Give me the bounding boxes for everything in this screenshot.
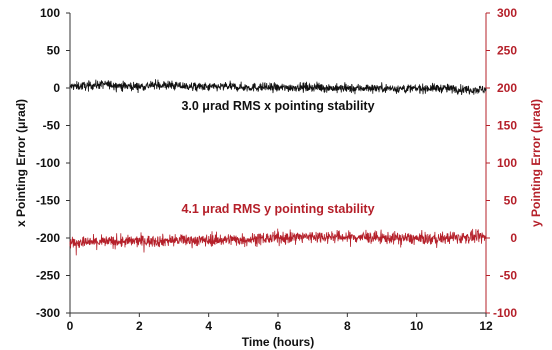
series-point [277, 237, 279, 239]
x-axis-label: Time (hours) [242, 335, 314, 349]
series-point [450, 237, 452, 239]
series-point [121, 85, 123, 87]
left-y-tick-label: -100 [36, 156, 60, 170]
series-point [398, 88, 400, 90]
x-tick-label: 6 [275, 319, 282, 333]
series-point [121, 241, 123, 243]
series-point [312, 235, 314, 238]
x-tick-label: 4 [205, 319, 212, 333]
series-point [398, 237, 400, 239]
series-point [190, 85, 192, 88]
right-y-tick-label: 50 [504, 194, 518, 208]
series-point [468, 236, 470, 238]
left-y-tick-label: 100 [40, 6, 60, 20]
right-y-tick-label: -100 [493, 306, 517, 320]
series-point [468, 88, 470, 91]
left-y-axis-label: x Pointing Error (μrad) [14, 99, 28, 227]
left-y-tick-label: -250 [36, 269, 60, 283]
series-point [208, 86, 210, 88]
x-rms-annotation: 3.0 μrad RMS x pointing stability [181, 99, 374, 113]
left-y-tick-label: -300 [36, 306, 60, 320]
series-point [364, 87, 366, 89]
series-point [138, 85, 140, 88]
y-rms-annotation: 4.1 μrad RMS y pointing stability [181, 202, 374, 216]
series-point [69, 241, 71, 244]
right-y-tick-label: 100 [497, 156, 517, 170]
series-point [138, 240, 140, 242]
left-y-tick-label: -200 [36, 231, 60, 245]
x-ticks: 0 2 4 6 8 10 12 [67, 313, 493, 333]
series-point [294, 86, 296, 88]
series-point [208, 239, 210, 241]
series-point [260, 86, 262, 88]
series-trace-x [69, 79, 487, 96]
series-point [190, 239, 192, 241]
series-point [346, 236, 348, 238]
series-point [173, 85, 175, 87]
x-tick-label: 2 [136, 319, 143, 333]
series-point [104, 241, 106, 243]
right-y-tick-label: 0 [510, 231, 517, 245]
series-trace-y [69, 228, 487, 256]
right-y-tick-label: 250 [497, 44, 517, 58]
series-point [381, 87, 383, 89]
series-point [433, 238, 435, 240]
series-point [381, 237, 383, 239]
right-y-ticks: 300 250 200 150 100 50 0 -50 -100 [486, 6, 517, 320]
series-point [433, 87, 435, 89]
series-point [294, 236, 296, 238]
series-point [104, 83, 106, 85]
series-layer [69, 79, 487, 256]
series-point [416, 238, 418, 240]
x-tick-label: 10 [410, 319, 424, 333]
right-y-tick-label: 300 [497, 6, 517, 20]
series-point [69, 85, 71, 88]
left-y-tick-label: 0 [53, 81, 60, 95]
right-y-tick-label: -50 [500, 269, 518, 283]
right-y-tick-label: 200 [497, 81, 517, 95]
series-point [416, 88, 418, 90]
series-point [242, 238, 244, 241]
series-point [156, 240, 158, 242]
right-y-axis-label: y Pointing Error (μrad) [529, 99, 543, 227]
left-y-tick-label: -150 [36, 194, 60, 208]
series-point [485, 88, 487, 91]
series-point [364, 236, 366, 238]
x-tick-label: 0 [67, 319, 74, 333]
x-tick-label: 12 [479, 319, 493, 333]
series-point [329, 235, 331, 238]
series-point [329, 87, 331, 89]
series-point [312, 86, 314, 88]
series-point [173, 239, 175, 241]
series-point [260, 238, 262, 240]
left-y-ticks: 100 50 0 -50 -100 -150 -200 -250 -300 [36, 6, 70, 320]
series-point [86, 241, 88, 244]
series-point [225, 238, 227, 241]
series-point [242, 86, 244, 88]
series-point [225, 85, 227, 88]
series-point [86, 85, 88, 87]
left-y-tick-label: 50 [47, 44, 61, 58]
series-point [346, 88, 348, 90]
series-point [450, 88, 452, 90]
x-tick-label: 8 [344, 319, 351, 333]
series-point [277, 87, 279, 89]
right-y-tick-label: 150 [497, 119, 517, 133]
series-point [156, 84, 158, 86]
left-y-tick-label: -50 [43, 119, 61, 133]
series-point [485, 236, 487, 238]
